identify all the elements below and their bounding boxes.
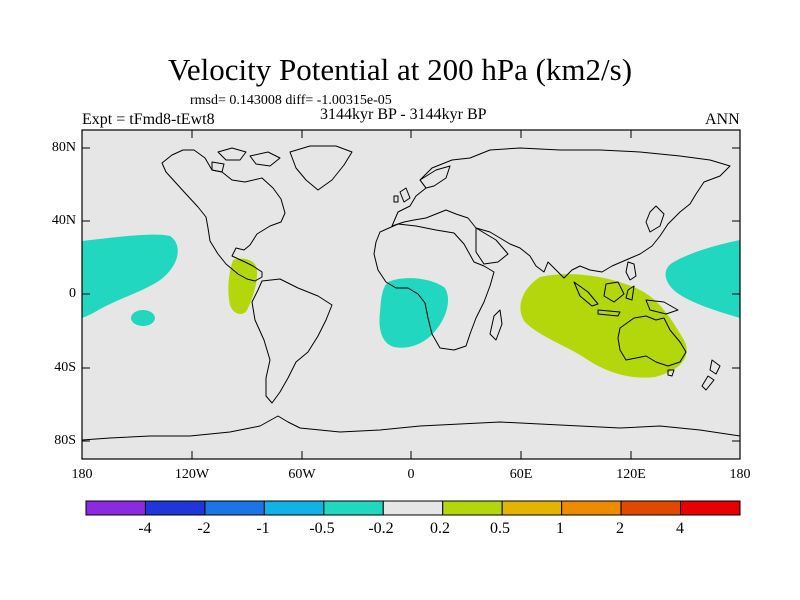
colorbar-swatch	[144, 500, 206, 516]
axis-ticks	[82, 130, 740, 459]
borneo-coast	[603, 281, 625, 303]
colorbar-swatch	[85, 500, 146, 516]
colorbar-label: -2	[197, 520, 211, 537]
madagascar-coast	[489, 309, 503, 341]
eurasia-coast	[391, 147, 731, 279]
colorbar-swatch	[501, 500, 563, 516]
season-label: ANN	[705, 111, 740, 128]
x-tick-label: 180	[71, 467, 93, 482]
x-tick-label: 120E	[616, 467, 646, 482]
stats-line: rmsd= 0.143008 diff= -1.00315e-05	[190, 93, 392, 108]
colorbar-label: -0.2	[368, 520, 394, 537]
colorbar-swatch	[680, 500, 741, 516]
scandinavia-coast	[419, 165, 451, 189]
indian-ocean-positive-region	[520, 274, 687, 378]
experiment-label: Expt = tFmd8-tEwt8	[82, 111, 215, 128]
british-isles-coast	[393, 187, 411, 203]
x-tick-label: 60W	[288, 467, 316, 482]
colorbar-label: 2	[616, 520, 624, 537]
field-layer	[82, 234, 740, 378]
y-tick-label: 0	[69, 286, 76, 301]
australia-coast	[617, 315, 687, 367]
colorbar-label: 0.2	[430, 520, 450, 537]
x-tick-label: 60E	[509, 467, 533, 482]
antarctica-coast	[82, 415, 740, 441]
plot-title: Velocity Potential at 200 hPa (km2/s)	[167, 52, 633, 87]
y-tick-label: 80N	[51, 140, 76, 155]
colorbar-swatch	[204, 500, 265, 516]
new-zealand-coast	[701, 359, 721, 391]
sumatra-coast	[573, 281, 599, 307]
colorbar-label: -1	[256, 520, 270, 537]
colorbar-swatch	[323, 500, 384, 516]
colorbar-label: 0.5	[490, 520, 510, 537]
colorbar-swatch	[620, 500, 682, 516]
period-label: 3144kyr BP - 3144kyr BP	[320, 106, 487, 123]
colorbar-swatch	[561, 500, 622, 516]
colorbar	[85, 500, 741, 516]
greenland-coast	[289, 145, 353, 191]
colorbar-label: -0.5	[309, 520, 335, 537]
x-tick-label: 180	[729, 467, 751, 482]
x-tick-label: 120W	[174, 467, 210, 482]
arabia-coast	[475, 227, 509, 265]
west-pacific-negative-region	[665, 240, 740, 318]
y-tick-label: 80S	[54, 433, 76, 448]
africa-coast	[373, 223, 495, 351]
japan-coast	[645, 205, 665, 233]
north-america-coast	[161, 149, 286, 282]
small-pacific-negative-region	[131, 310, 155, 326]
sulawesi-coast	[625, 285, 635, 301]
coastline-layer	[82, 145, 740, 441]
arctic-islands-coast	[211, 147, 281, 173]
x-tick-label: 0	[407, 467, 415, 482]
philippines-coast	[625, 261, 637, 281]
colorbar-swatch	[263, 500, 325, 516]
central-pacific-negative-region	[82, 234, 178, 318]
y-tick-label: 40N	[51, 213, 76, 228]
tasmania-coast	[667, 369, 675, 377]
south-america-coast	[251, 278, 333, 404]
y-tick-label: 40S	[54, 360, 76, 375]
java-coast	[597, 309, 621, 317]
colorbar-label: 1	[556, 520, 564, 537]
colorbar-swatch	[382, 500, 444, 516]
colorbar-label: 4	[676, 520, 684, 537]
new-guinea-coast	[645, 299, 679, 315]
colorbar-swatch	[442, 500, 503, 516]
colorbar-label: -4	[138, 520, 152, 537]
